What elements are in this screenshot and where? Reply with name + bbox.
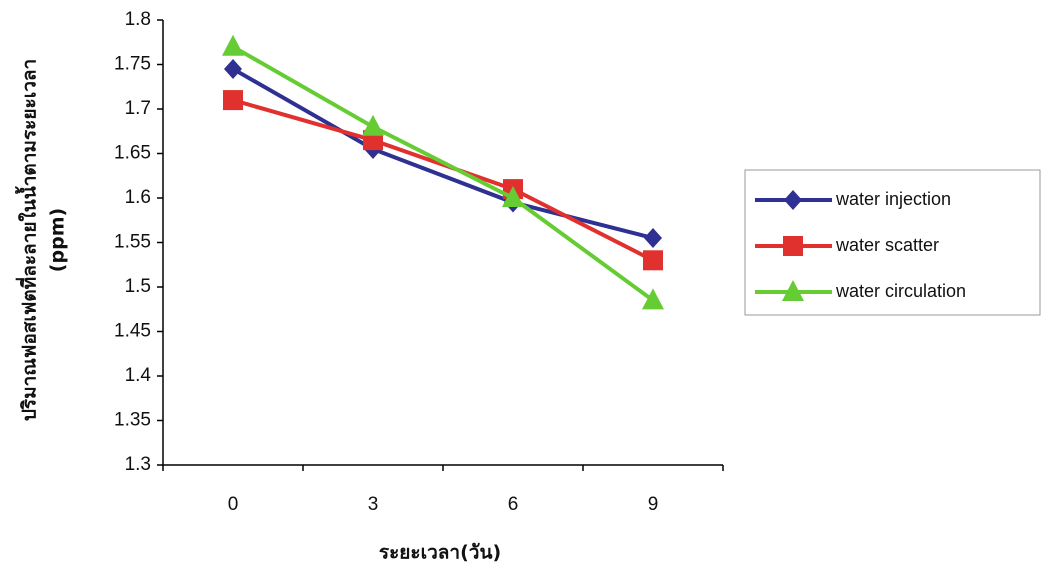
y-tick-label: 1.8 [125,9,151,30]
legend-text: water circulation [835,281,966,301]
x-tick-label: 0 [228,494,239,515]
y-tick-label: 1.5 [125,276,151,297]
series-line [232,98,654,263]
marker [644,228,662,249]
marker [223,90,243,111]
y-tick-label: 1.55 [114,232,151,253]
series-line [232,44,655,302]
x-tick-label: 6 [508,494,519,515]
y-tick-label: 1.7 [125,98,151,119]
marker [643,250,663,271]
x-tick-label: 9 [648,494,659,515]
marker [224,58,242,79]
y-tick-label: 1.65 [114,143,151,164]
legend-marker [782,280,804,301]
y-tick-label: 1.45 [114,321,151,342]
series-line [232,67,654,240]
y-tick-label: 1.3 [125,454,151,475]
legend-marker [783,236,803,256]
marker [222,34,244,56]
legend-box [744,169,1041,316]
y-axis-title: ปริมาณฟอสเฟตที่ละลายในน้ำตามระยะเวลา [15,59,41,421]
x-tick-label: 3 [368,494,379,515]
legend-text: water scatter [835,235,939,255]
y-tick-label: 1.75 [114,54,151,75]
y-axis-title: (ppm) [47,208,69,272]
x-axis-title: ระยะเวลา(วัน) [379,542,501,564]
legend-text: water injection [835,189,951,209]
y-tick-label: 1.35 [114,410,151,431]
marker [502,186,524,207]
y-tick-label: 1.4 [125,365,152,386]
y-tick-label: 1.6 [125,187,151,208]
marker [642,288,664,310]
marker [362,114,384,136]
legend-marker [784,190,802,210]
